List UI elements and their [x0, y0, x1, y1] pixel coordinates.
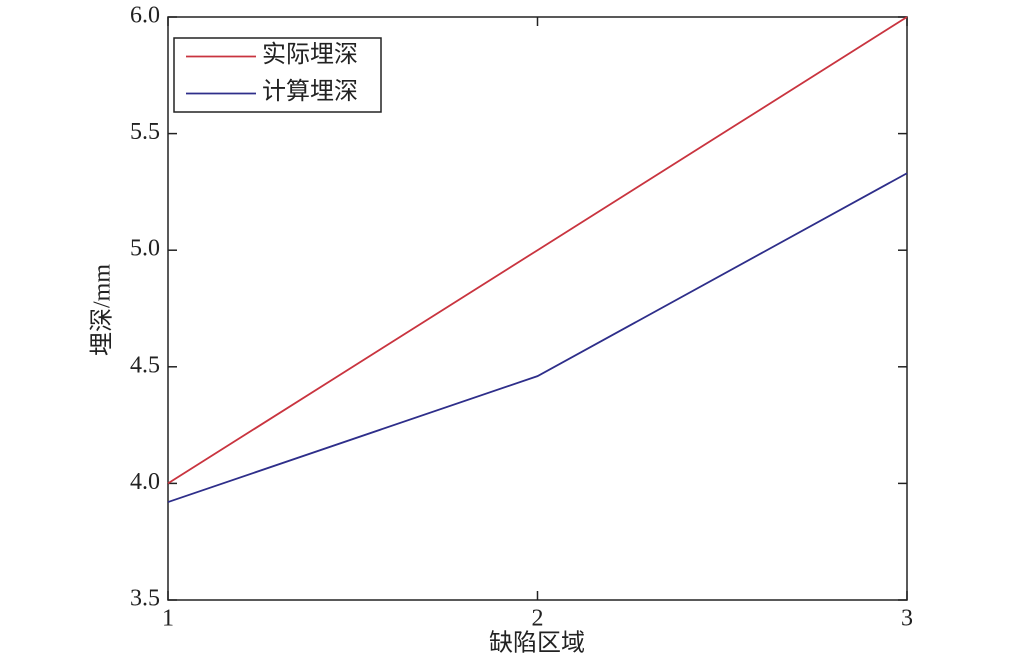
- y-tick-label: 3.5: [130, 586, 160, 612]
- x-axis-label: 缺陷区域: [489, 630, 585, 657]
- y-axis-label: 埋深/mm: [89, 264, 116, 356]
- y-tick-label: 4.0: [130, 469, 160, 495]
- y-tick-label: 4.5: [130, 352, 160, 378]
- legend-label: 实际埋深: [262, 41, 358, 68]
- legend-label: 计算埋深: [262, 78, 358, 105]
- x-tick-label: 2: [532, 606, 544, 632]
- series-line: [167, 16, 908, 485]
- series-line: [167, 172, 908, 503]
- legend-box: [173, 37, 382, 113]
- x-tick-label: 3: [901, 606, 913, 632]
- y-tick-label: 5.5: [130, 119, 160, 145]
- y-tick-label: 5.0: [130, 236, 160, 262]
- x-tick-label: 1: [162, 606, 174, 632]
- y-tick-label: 6.0: [130, 3, 160, 29]
